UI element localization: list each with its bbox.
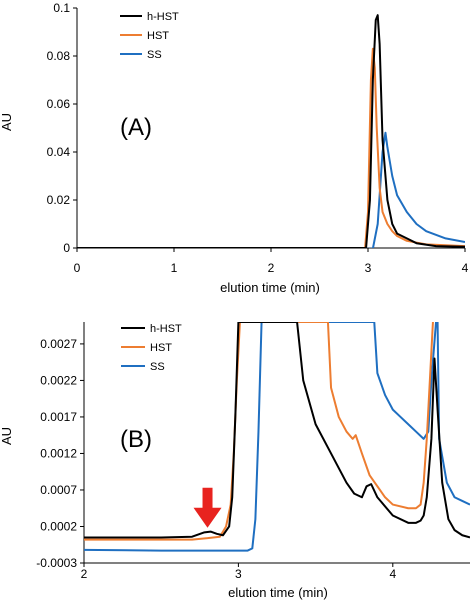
panel-b-y-tick-label: 0.0027 <box>40 337 77 351</box>
panel-a-y-tick-label: 0.02 <box>47 193 71 207</box>
panel-b-legend-label: SS <box>150 361 165 373</box>
panel-b-series-lines <box>84 322 470 552</box>
panel-b-y-tick-label: 0.0012 <box>40 446 77 460</box>
panel-b-series-line-h-hst <box>84 322 470 539</box>
panel-a-legend-label: SS <box>147 49 162 61</box>
panel-a-y-tick-label: 0.04 <box>47 145 71 159</box>
panel-b-label: (B) <box>120 426 152 453</box>
panel-a-ticks: 0 0.02 0.04 0.06 0.08 0.1 0 1 2 3 4 <box>47 1 469 275</box>
panel-a-y-tick-label: 0.08 <box>47 49 71 63</box>
panel-a-legend: h-HST HST SS <box>120 11 179 61</box>
panel-b-ticks: -0.0003 0.0002 0.0007 0.0012 0.0017 0.0022 0.0… <box>36 322 470 581</box>
panel-b-legend-label: HST <box>150 342 172 354</box>
panel-a-x-tick-label: 1 <box>171 261 178 275</box>
panel-a-x-tick-label: 2 <box>268 261 275 275</box>
panel-a-series-line-ss <box>77 131 465 248</box>
panel-a-x-tick-label: 0 <box>74 261 81 275</box>
panel-a-x-axis-label: elution time (min) <box>220 280 320 295</box>
panel-a-x-tick-label: 3 <box>365 261 372 275</box>
panel-a-series-lines <box>77 14 465 248</box>
panel-a-chart: (A) AU elution time (min) 00.020.040.060… <box>0 1 469 295</box>
panel-a-series-line-h-hst <box>77 14 465 248</box>
panel-a-y-tick-label: 0.1 <box>53 1 70 15</box>
annotation-arrow <box>193 487 222 528</box>
panel-b-chart: (B) AU elution time (min) -0.0003 0.0002 0… <box>0 322 470 600</box>
panel-b-x-axis-label: elution time (min) <box>228 585 328 600</box>
panel-b-x-tick-label: 2 <box>81 567 88 581</box>
panel-b-y-tick-label: 0.0022 <box>40 373 77 387</box>
panel-b-y-axis-label: AU <box>0 427 14 445</box>
panel-b-annotation <box>193 487 222 528</box>
panel-b-legend-label: h-HST <box>150 323 182 335</box>
panel-a-x-tick-label: 4 <box>462 261 469 275</box>
panel-b-y-tick-label: 0.0017 <box>40 410 77 424</box>
panel-b-y-tick-label: 0.0002 <box>40 519 77 533</box>
panel-a-legend-label: h-HST <box>147 11 179 23</box>
panel-a-y-tick-label: 0 <box>63 241 70 255</box>
panel-a-legend-label: HST <box>147 30 169 42</box>
panel-b-y-tick-label: -0.0003 <box>36 556 77 570</box>
panel-a-y-tick-label: 0.06 <box>47 97 71 111</box>
panel-b-legend: h-HST HST SS <box>121 323 182 373</box>
panel-a-label: (A) <box>120 114 152 141</box>
panel-a-series-line-hst <box>77 47 465 248</box>
panel-b-x-tick-label: 4 <box>389 567 396 581</box>
panel-b-x-tick-label: 3 <box>235 567 242 581</box>
panel-a-y-axis-label: AU <box>0 113 14 131</box>
panel-b-y-tick-label: 0.0007 <box>40 483 77 497</box>
panel-b-series-line-hst <box>84 322 434 541</box>
